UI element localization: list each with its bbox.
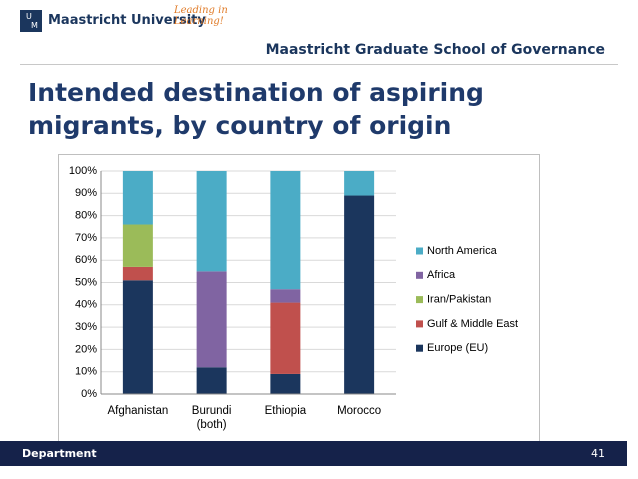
svg-text:M: M	[31, 21, 38, 30]
bar-segment	[344, 171, 375, 196]
university-name: Maastricht University	[48, 13, 206, 28]
tagline: Leading in Learning!	[174, 5, 228, 27]
x-tick-label: Ethiopia	[264, 405, 307, 417]
y-tick-label: 10%	[75, 366, 97, 378]
legend-label: Europe (EU)	[427, 342, 488, 354]
chart-frame: 0% 10% 20% 30% 40% 50% 60% 70% 80% 90% 100% Europe …	[58, 154, 540, 442]
y-tick-label: 50%	[75, 276, 97, 288]
bar-segment	[270, 171, 301, 290]
bar-segment	[122, 266, 153, 281]
footer-bar: Department 41	[0, 441, 627, 466]
legend-swatch	[416, 247, 423, 255]
x-tick-label: Burundi (both)	[191, 405, 232, 431]
bar-segment	[122, 224, 153, 267]
bar-segment	[270, 302, 301, 374]
bar-segment	[122, 171, 153, 225]
y-tick-label: 70%	[75, 232, 97, 244]
y-tick-label: 100%	[69, 165, 97, 177]
y-tick-label: 60%	[75, 254, 97, 266]
bar-segment	[344, 195, 375, 394]
y-tick-label: 80%	[75, 210, 97, 222]
header-rule	[20, 64, 618, 65]
legend-swatch	[416, 296, 423, 304]
y-tick-label: 0%	[81, 388, 97, 400]
legend-label: North America	[427, 245, 498, 257]
legend-swatch	[416, 344, 423, 352]
x-tick-label: Morocco	[337, 405, 382, 417]
bar-segment	[196, 271, 227, 368]
y-tick-label: 40%	[75, 299, 97, 311]
page-number: 41	[591, 447, 605, 460]
legend-swatch	[416, 320, 423, 328]
bar-segment	[122, 280, 153, 394]
y-tick-label: 30%	[75, 321, 97, 333]
legend-label: Africa	[427, 269, 456, 281]
y-tick-label: 90%	[75, 187, 97, 199]
school-name: Maastricht Graduate School of Governance	[265, 42, 605, 58]
bar-segment	[196, 367, 227, 394]
x-tick-label: Afghanistan	[107, 405, 169, 417]
slide-title: Intended destination of aspiring migrant…	[28, 78, 484, 140]
bar-segment	[270, 289, 301, 303]
legend-swatch	[416, 271, 423, 279]
legend-label: Gulf & Middle East	[427, 318, 518, 330]
bar-segment	[196, 171, 227, 272]
bar-segment	[270, 373, 301, 394]
logo-icon: U M	[20, 10, 42, 32]
department: Department	[22, 447, 97, 460]
chart: 0% 10% 20% 30% 40% 50% 60% 70% 80% 90% 100% Europe …	[69, 165, 518, 400]
svg-text:U: U	[26, 12, 32, 21]
y-tick-label: 20%	[75, 343, 97, 355]
legend-label: Iran/Pakistan	[427, 294, 491, 306]
